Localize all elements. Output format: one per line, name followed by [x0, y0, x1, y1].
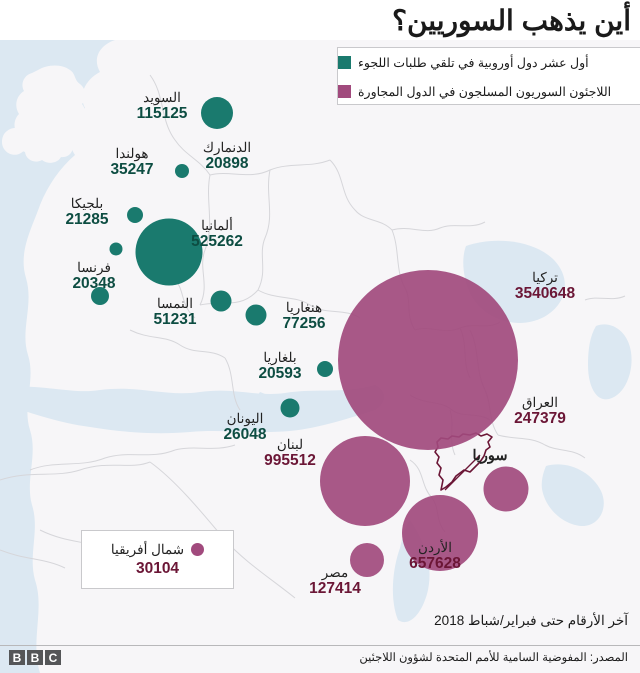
svg-text:B: B — [31, 651, 40, 665]
svg-text:C: C — [49, 651, 58, 665]
svg-text:B: B — [13, 651, 22, 665]
